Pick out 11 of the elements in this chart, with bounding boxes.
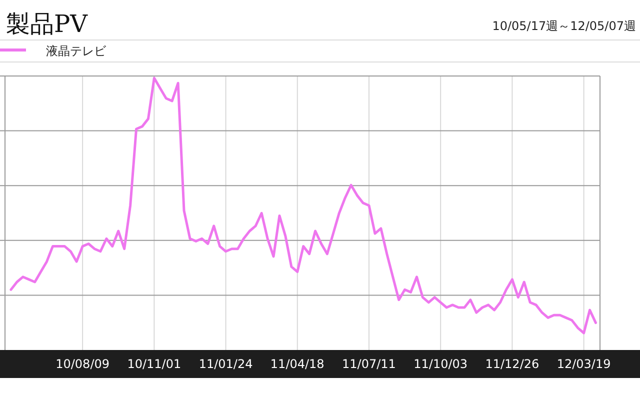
x-tick-label: 10/08/09 bbox=[56, 357, 110, 371]
x-tick-label: 12/03/19 bbox=[556, 357, 611, 371]
chart-title: 製品PV bbox=[6, 10, 88, 38]
x-tick-label: 11/01/24 bbox=[198, 357, 253, 371]
x-tick-label: 11/10/03 bbox=[414, 357, 468, 371]
x-tick-label: 11/12/26 bbox=[485, 357, 540, 371]
legend-label: 液晶テレビ bbox=[46, 44, 107, 58]
x-tick-label: 11/07/11 bbox=[342, 357, 396, 371]
x-tick-label: 10/11/01 bbox=[127, 357, 182, 371]
chart-subtitle: 10/05/17週～12/05/07週 bbox=[492, 19, 636, 33]
x-tick-label: 11/04/18 bbox=[270, 357, 324, 371]
